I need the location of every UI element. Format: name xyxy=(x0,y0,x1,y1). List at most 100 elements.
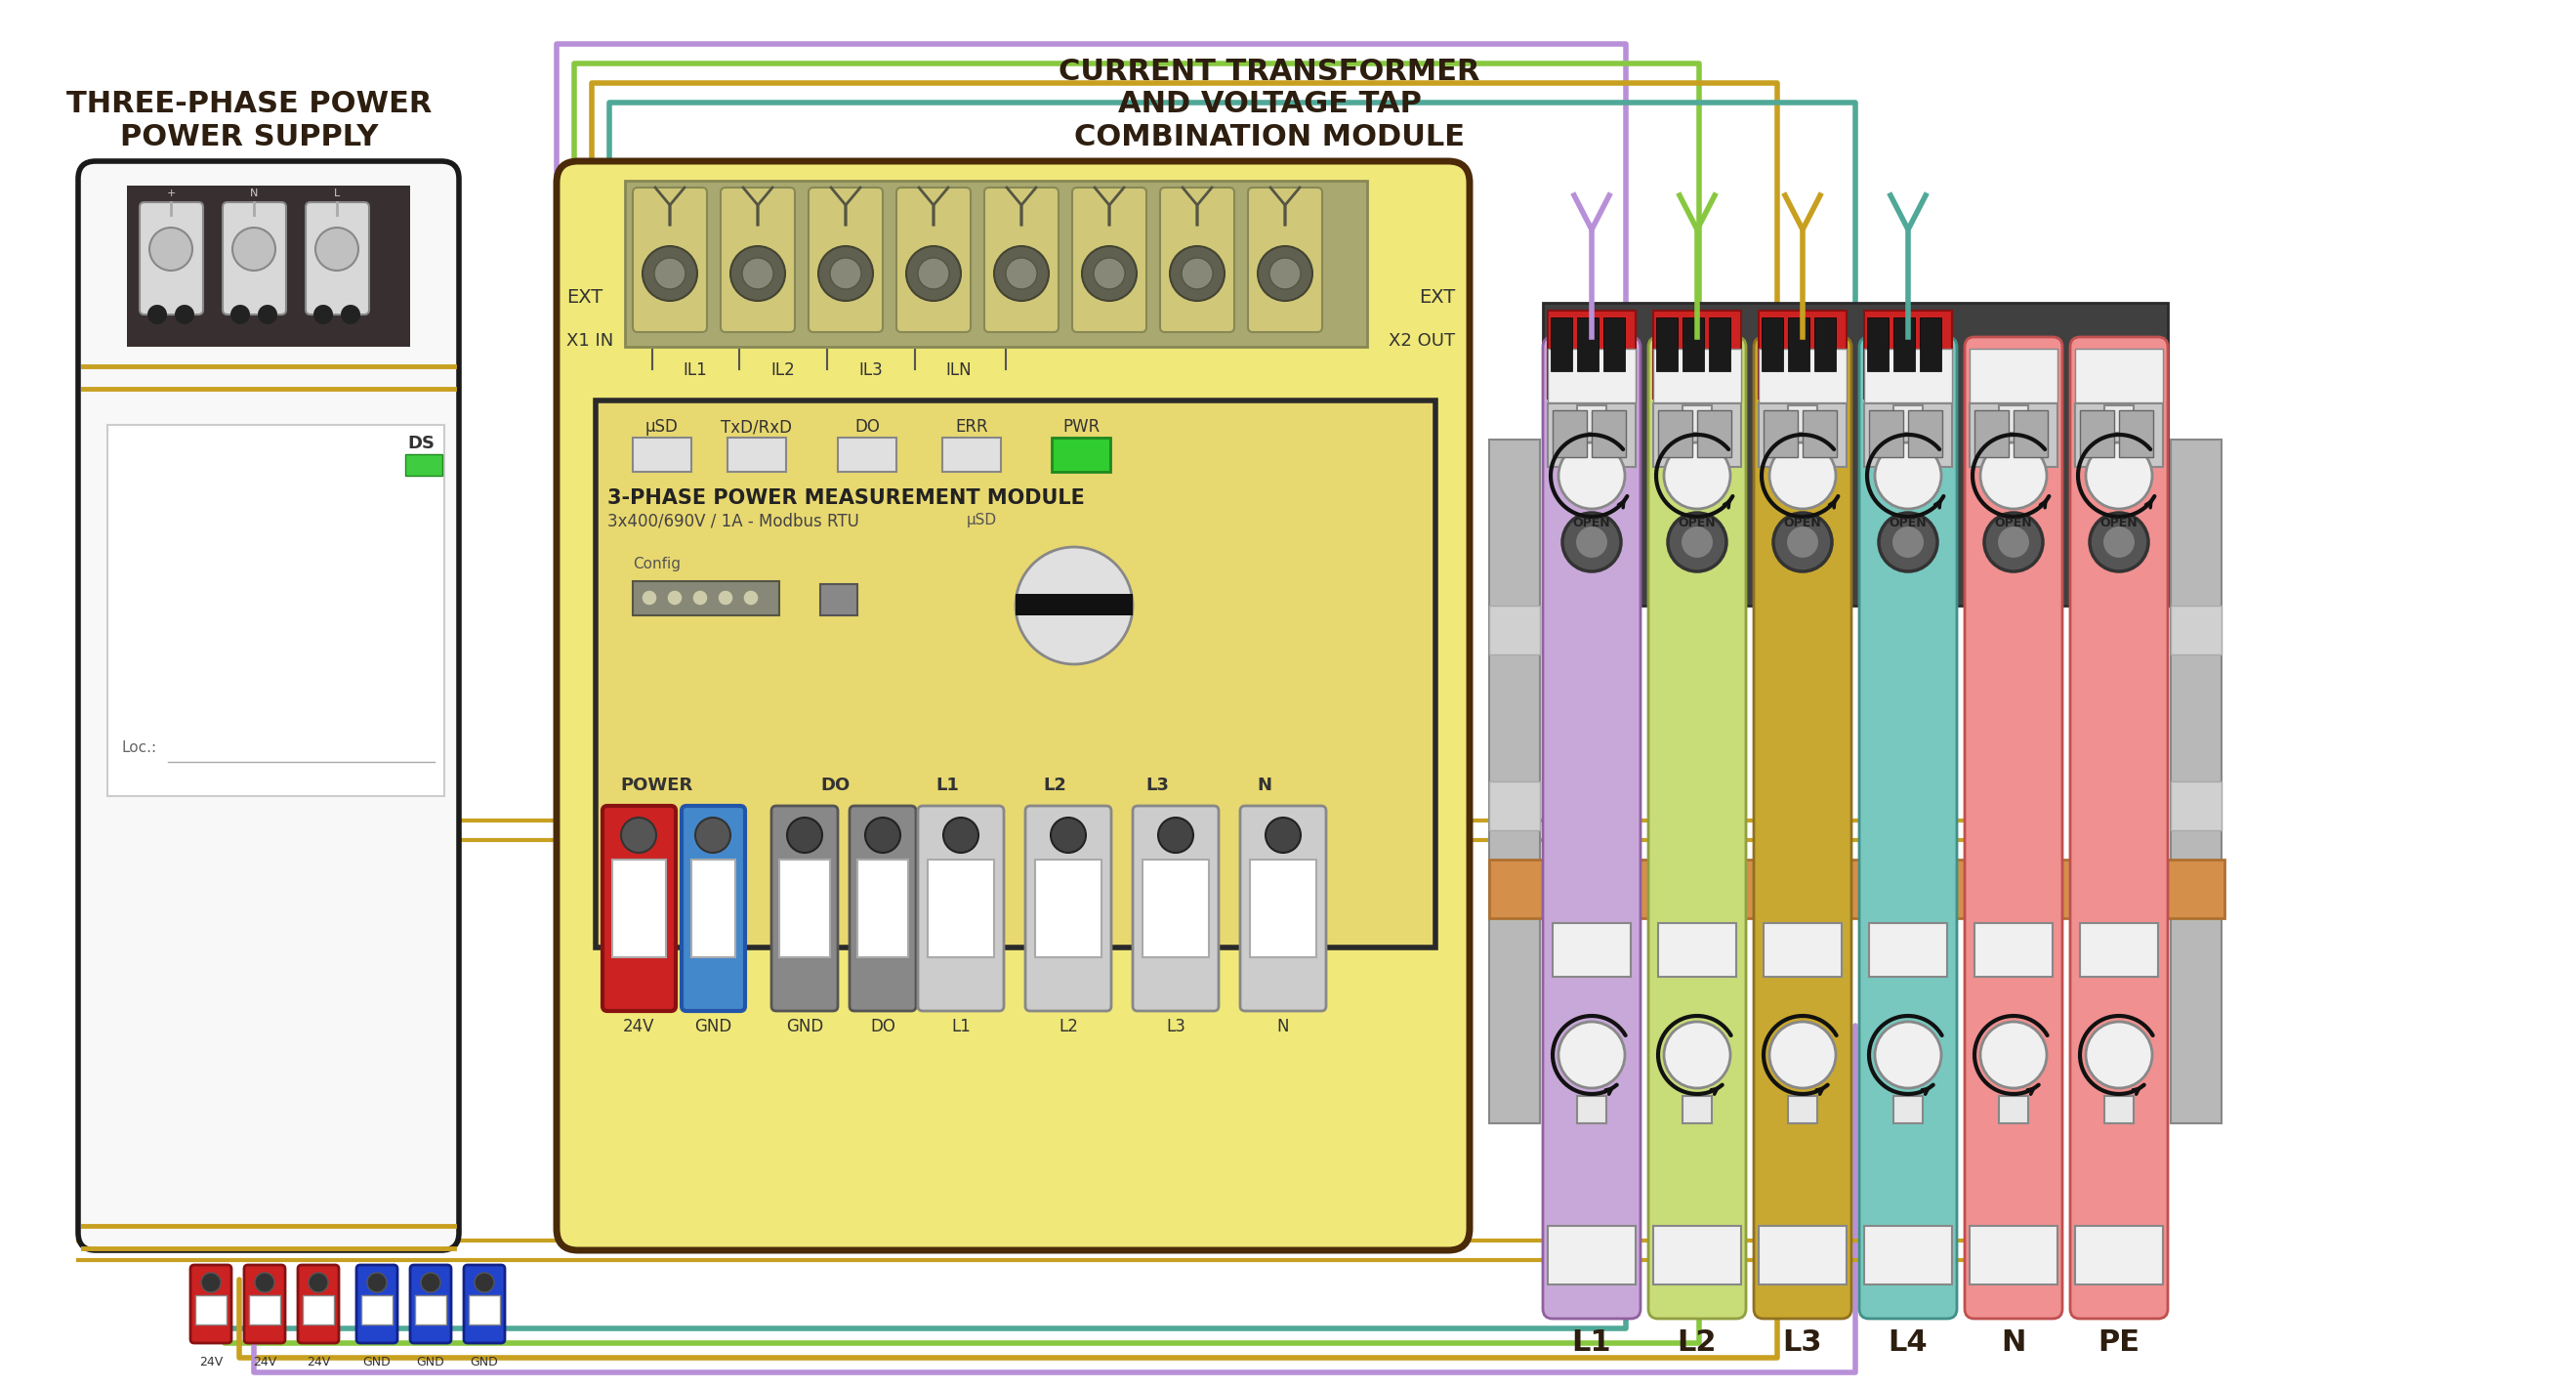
FancyBboxPatch shape xyxy=(2071,338,2169,1318)
Bar xyxy=(1708,318,1731,371)
Circle shape xyxy=(943,818,979,853)
Bar xyxy=(1762,318,1783,371)
Text: ERR: ERR xyxy=(956,418,989,436)
Bar xyxy=(819,585,858,615)
Bar xyxy=(927,860,994,957)
Bar xyxy=(1577,1096,1607,1124)
Text: L3: L3 xyxy=(1167,1018,1185,1035)
Circle shape xyxy=(788,818,822,853)
Circle shape xyxy=(907,246,961,301)
Text: EXT: EXT xyxy=(567,288,603,307)
FancyBboxPatch shape xyxy=(1649,338,1747,1318)
Bar xyxy=(1909,410,1942,457)
Circle shape xyxy=(1878,513,1937,571)
Text: IL2: IL2 xyxy=(770,361,796,379)
Text: OPEN: OPEN xyxy=(1574,517,1610,529)
Circle shape xyxy=(696,818,732,853)
Text: 24V: 24V xyxy=(252,1356,276,1368)
Circle shape xyxy=(1772,513,1832,571)
FancyBboxPatch shape xyxy=(984,188,1059,332)
Bar xyxy=(1759,311,1847,399)
Bar xyxy=(613,860,667,957)
Circle shape xyxy=(258,304,278,324)
Circle shape xyxy=(621,818,657,853)
Text: 3x400/690V / 1A - Modbus RTU: 3x400/690V / 1A - Modbus RTU xyxy=(608,513,860,531)
Text: EXT: EXT xyxy=(1419,288,1455,307)
Bar xyxy=(1865,403,1953,467)
Text: Config: Config xyxy=(634,557,680,571)
Text: 24V: 24V xyxy=(198,1356,222,1368)
Circle shape xyxy=(2089,513,2148,571)
FancyBboxPatch shape xyxy=(1754,338,1852,1318)
Bar xyxy=(1577,406,1607,433)
FancyBboxPatch shape xyxy=(683,806,744,1011)
FancyBboxPatch shape xyxy=(917,806,1005,1011)
Circle shape xyxy=(654,258,685,289)
Circle shape xyxy=(1082,246,1136,301)
Bar xyxy=(1051,438,1110,472)
Bar xyxy=(2120,410,2154,457)
Bar xyxy=(1036,860,1103,957)
Bar xyxy=(1548,311,1636,399)
Circle shape xyxy=(1785,525,1819,558)
FancyBboxPatch shape xyxy=(556,161,1471,1250)
FancyBboxPatch shape xyxy=(464,1265,505,1343)
Bar xyxy=(469,1295,500,1325)
Circle shape xyxy=(1984,513,2043,571)
Bar xyxy=(1548,1226,1636,1285)
Circle shape xyxy=(641,246,698,301)
Circle shape xyxy=(1981,443,2048,508)
Circle shape xyxy=(1667,513,1726,571)
FancyBboxPatch shape xyxy=(1133,806,1218,1011)
Circle shape xyxy=(667,590,683,606)
Circle shape xyxy=(1770,1022,1837,1088)
Bar xyxy=(1682,406,1713,433)
Circle shape xyxy=(742,590,760,606)
Text: GND: GND xyxy=(786,1018,824,1035)
Text: POWER: POWER xyxy=(621,776,693,795)
FancyBboxPatch shape xyxy=(1965,338,2063,1318)
Text: CURRENT TRANSFORMER
AND VOLTAGE TAP
COMBINATION MODULE: CURRENT TRANSFORMER AND VOLTAGE TAP COMB… xyxy=(1059,57,1481,151)
Circle shape xyxy=(1770,443,1837,508)
FancyBboxPatch shape xyxy=(634,188,706,332)
Circle shape xyxy=(693,590,708,606)
Bar xyxy=(1144,860,1208,957)
Circle shape xyxy=(829,258,860,289)
Circle shape xyxy=(314,304,332,324)
Bar xyxy=(1015,594,1133,615)
Bar xyxy=(2076,1226,2164,1285)
Text: GND: GND xyxy=(363,1356,392,1368)
Circle shape xyxy=(1875,443,1942,508)
Circle shape xyxy=(1664,443,1731,508)
Text: OPEN: OPEN xyxy=(1680,517,1716,529)
FancyBboxPatch shape xyxy=(1239,806,1327,1011)
Circle shape xyxy=(819,246,873,301)
Circle shape xyxy=(1680,525,1713,558)
Bar xyxy=(1602,318,1625,371)
Bar xyxy=(634,581,781,615)
Text: N: N xyxy=(1257,776,1273,795)
Circle shape xyxy=(1558,1022,1625,1088)
Bar xyxy=(1893,1096,1922,1124)
Circle shape xyxy=(1265,818,1301,853)
Bar xyxy=(1971,1226,2058,1285)
Circle shape xyxy=(2102,525,2136,558)
Circle shape xyxy=(1664,1022,1731,1088)
Bar xyxy=(2105,1096,2133,1124)
Text: 3-PHASE POWER MEASUREMENT MODULE: 3-PHASE POWER MEASUREMENT MODULE xyxy=(608,489,1084,508)
FancyBboxPatch shape xyxy=(1860,338,1958,1318)
FancyBboxPatch shape xyxy=(77,161,459,1250)
Bar xyxy=(1489,606,1540,654)
Circle shape xyxy=(719,590,734,606)
Text: ILN: ILN xyxy=(945,361,971,379)
Bar xyxy=(2076,349,2164,403)
Bar xyxy=(196,1295,227,1325)
Bar xyxy=(1489,439,1540,1124)
FancyBboxPatch shape xyxy=(1543,338,1641,1318)
Bar xyxy=(1553,410,1587,457)
Text: GND: GND xyxy=(693,1018,732,1035)
Bar xyxy=(1870,924,1947,976)
Text: DS: DS xyxy=(407,435,435,453)
Text: IL1: IL1 xyxy=(683,361,708,379)
Text: IL3: IL3 xyxy=(858,361,884,379)
